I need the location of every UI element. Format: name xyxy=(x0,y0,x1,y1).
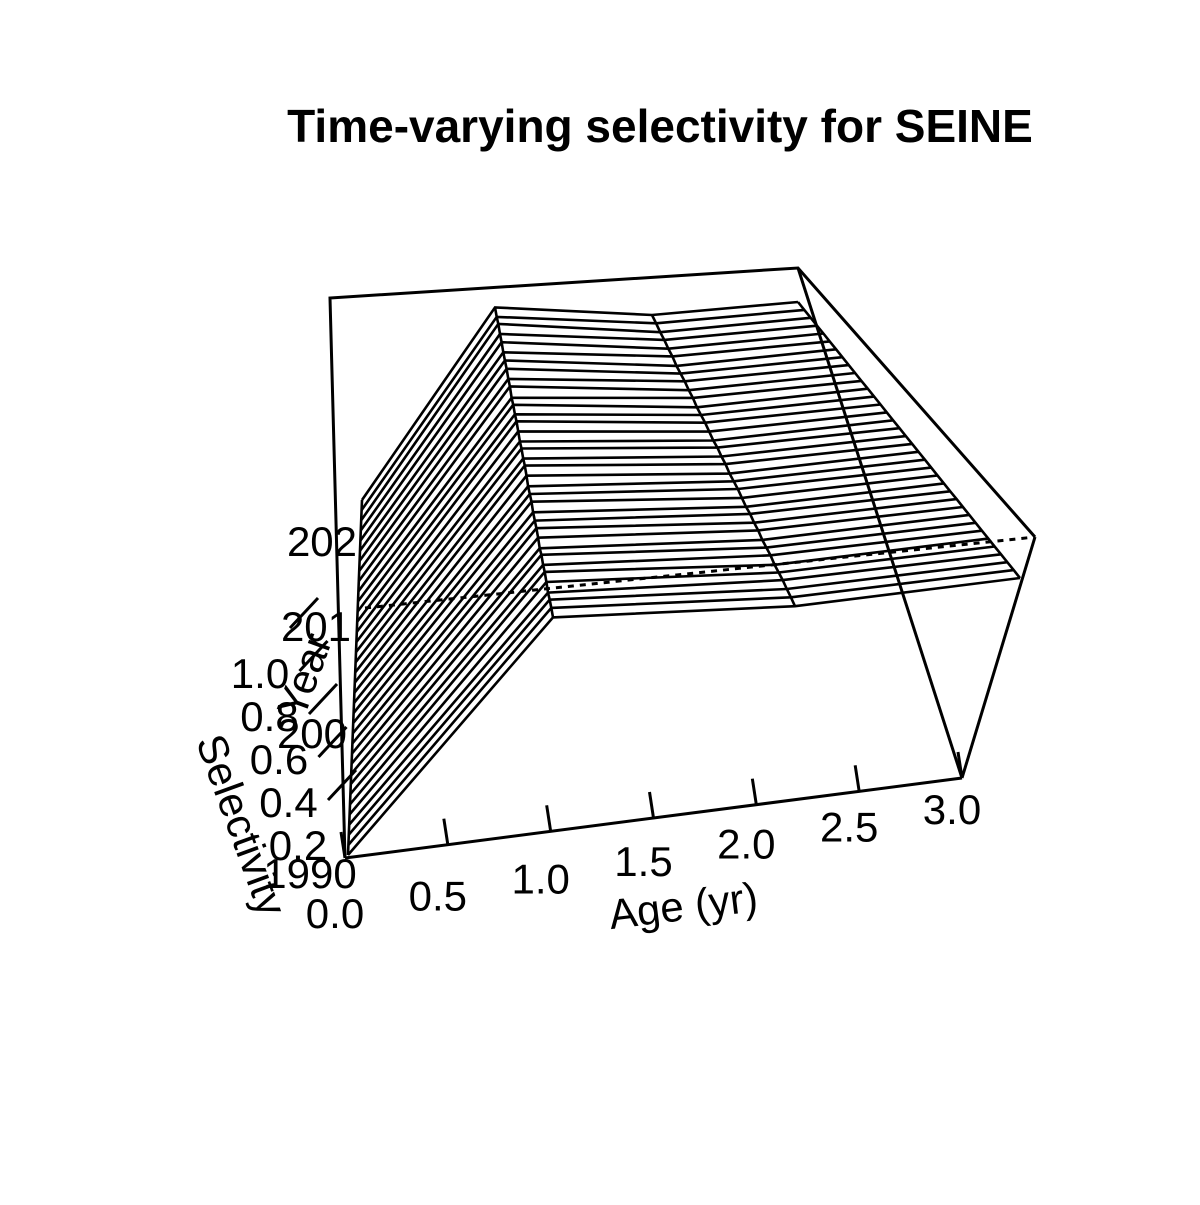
surface-year-line xyxy=(352,458,926,704)
surface-year-line xyxy=(356,379,862,603)
surface-year-line xyxy=(356,387,868,613)
surface-year-line xyxy=(351,490,951,745)
x-tick-label: 1.0 xyxy=(511,855,569,902)
z-tick-label: 0.4 xyxy=(259,779,317,826)
surface-year-line xyxy=(349,537,989,806)
surface-year-line xyxy=(354,419,894,653)
surface-year-line xyxy=(350,497,957,755)
x-tick-mark xyxy=(442,818,450,845)
surface-year-line xyxy=(353,450,919,694)
z-tick-label: 1.0 xyxy=(231,650,289,697)
x-tick-mark xyxy=(339,831,347,859)
x-tick-label: 0.5 xyxy=(409,873,467,920)
surface-year-line xyxy=(352,474,938,724)
surface-year-line xyxy=(360,316,811,522)
surface-year-line xyxy=(358,355,843,572)
surface-year-line xyxy=(350,505,964,765)
z-tick-label: 0.8 xyxy=(240,693,298,740)
year-tick-label: 202 xyxy=(287,518,357,565)
surface-year-line xyxy=(353,442,913,684)
surface-year-line xyxy=(358,348,837,562)
surface-year-line xyxy=(356,395,875,623)
chart-title: Time-varying selectivity for SEINE xyxy=(287,100,1033,152)
surface-year-line xyxy=(349,529,983,795)
plot-box-back xyxy=(328,266,1037,859)
surface-year-line xyxy=(359,332,824,542)
surface-year-line xyxy=(347,560,1008,836)
surface-year-line xyxy=(358,340,830,552)
x-tick-mark xyxy=(750,778,758,805)
z-tick-mark xyxy=(307,682,339,716)
surface-year-line xyxy=(357,363,849,582)
surface-year-line xyxy=(354,434,906,674)
surface-year-line xyxy=(348,553,1002,826)
z-tick-mark xyxy=(317,725,348,759)
z-tick-mark xyxy=(326,768,358,802)
x-axis-ticks: 0.0 0.5 1.0 1.5 2.0 2.5 3.0 xyxy=(306,751,981,937)
selectivity-surface xyxy=(346,300,1022,856)
x-tick-label: 2.0 xyxy=(717,821,775,868)
z-tick-label: 0.6 xyxy=(250,736,308,783)
x-tick-mark xyxy=(648,791,655,819)
z-tick-mark xyxy=(298,639,329,673)
surface-year-line xyxy=(350,513,970,775)
surface-year-line xyxy=(357,371,856,593)
x-tick-label: 1.5 xyxy=(614,838,672,885)
z-tick-mark xyxy=(288,596,320,630)
y-axis-label: Year xyxy=(268,627,341,723)
year-tick-label: 200 xyxy=(277,710,347,757)
surface-year-line xyxy=(360,300,799,501)
surface-year-line xyxy=(359,324,818,532)
surface-year-line xyxy=(348,545,995,816)
surface-year-line xyxy=(355,403,881,633)
surface-year-line xyxy=(355,411,887,643)
x-tick-mark xyxy=(853,765,861,792)
year-tick-label: 201 xyxy=(281,603,351,650)
surface-age-line xyxy=(650,314,797,607)
right-back-edge xyxy=(796,267,964,779)
z-axis-ticks: 0.20.40.60.81.0 xyxy=(231,596,358,869)
x-tick-mark xyxy=(545,805,553,832)
surface-age-line xyxy=(346,499,364,856)
surface-year-line xyxy=(349,521,976,785)
surface-year-line xyxy=(347,568,1014,846)
x-tick-label: 2.5 xyxy=(820,803,878,850)
year-tick-label: 1990 xyxy=(263,850,356,897)
surface-age-line xyxy=(796,301,1022,579)
x-tick-label: 0.0 xyxy=(306,890,364,937)
surface-year-line xyxy=(360,308,805,511)
x-tick-mark xyxy=(956,751,964,779)
surface-year-line xyxy=(351,482,945,735)
year-axis-ticks: 1990 200 201 202 xyxy=(263,518,357,897)
surface-year-line xyxy=(347,576,1021,856)
surface-year-line xyxy=(354,426,900,664)
z-tick-label: 0.2 xyxy=(269,822,327,869)
surface-age-line xyxy=(493,307,555,618)
x-tick-label: 3.0 xyxy=(923,786,981,833)
surface-year-line xyxy=(352,466,932,714)
